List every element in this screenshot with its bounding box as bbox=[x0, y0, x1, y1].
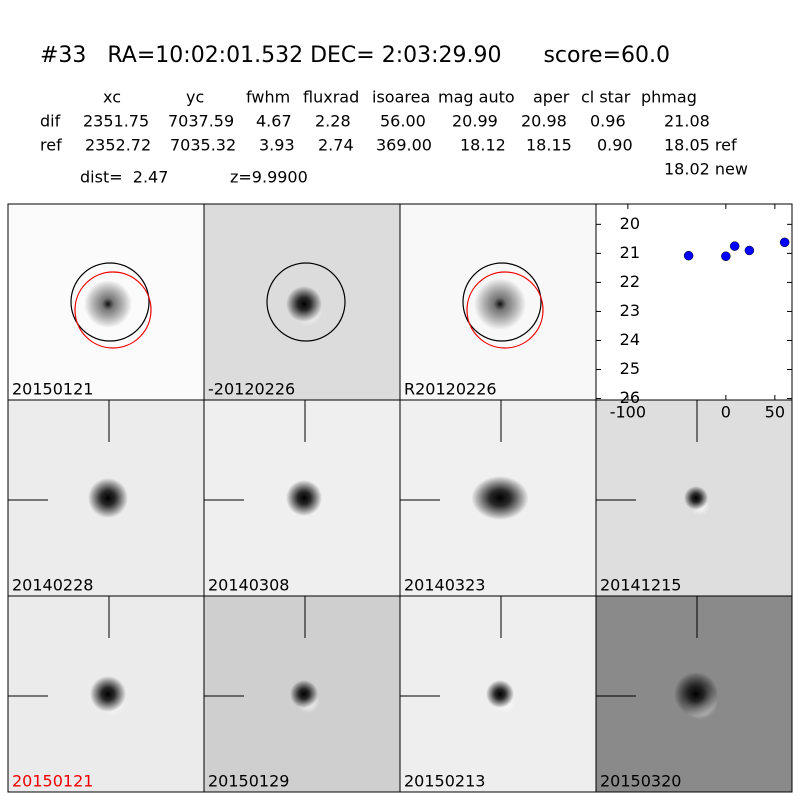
stamp-label: 20140323 bbox=[404, 576, 485, 595]
stamp-source bbox=[90, 676, 126, 712]
stamp-source bbox=[684, 486, 708, 510]
table-cell: 18.05 ref bbox=[664, 136, 737, 155]
stamp-label: 20150129 bbox=[208, 772, 289, 791]
point bbox=[721, 251, 731, 262]
stamp-source bbox=[286, 286, 322, 322]
stamp-label: -20120226 bbox=[208, 380, 295, 399]
phmag-new: 18.02 new bbox=[664, 160, 748, 179]
stamp-source bbox=[286, 480, 322, 516]
y-tick-label: 22 bbox=[620, 272, 640, 291]
column-header: fluxrad bbox=[303, 88, 359, 107]
table-cell: 21.08 bbox=[664, 112, 710, 131]
stamp-source bbox=[674, 672, 718, 716]
point bbox=[729, 241, 740, 251]
stamp-label: 20150213 bbox=[404, 772, 485, 791]
y-tick-label: 20 bbox=[620, 214, 640, 233]
table-cell: 369.00 bbox=[376, 136, 432, 155]
y-tick-label: 24 bbox=[620, 330, 640, 349]
table-cell: ref bbox=[40, 136, 62, 155]
aperture-ref bbox=[466, 271, 544, 349]
table-cell: 4.67 bbox=[256, 112, 292, 131]
z: z=9.9900 bbox=[230, 168, 308, 187]
point bbox=[744, 245, 755, 256]
aperture-ref bbox=[74, 271, 152, 349]
x-tick-label: 0 bbox=[721, 403, 731, 422]
table-cell: 20.98 bbox=[521, 112, 567, 131]
x-tick-label: 50 bbox=[765, 403, 785, 422]
stamp-source bbox=[474, 278, 526, 330]
y-tick-label: 25 bbox=[620, 359, 640, 378]
aperture bbox=[462, 262, 542, 342]
stamp-source bbox=[290, 680, 318, 708]
table-cell: 18.15 bbox=[526, 136, 572, 155]
table-cell: 7037.59 bbox=[168, 112, 234, 131]
table: xc yc fwhm fluxrad isoarea mag auto aper cl sta… bbox=[40, 88, 737, 155]
table-cell: 20.99 bbox=[452, 112, 498, 131]
table-cell: 2352.72 bbox=[85, 136, 151, 155]
aperture bbox=[266, 262, 346, 342]
column-header: isoarea bbox=[372, 88, 430, 107]
y-tick-label: 26 bbox=[620, 388, 640, 407]
table-cell: 56.00 bbox=[380, 112, 426, 131]
stamp-label: 20140228 bbox=[12, 576, 93, 595]
point bbox=[779, 237, 790, 248]
stamp-label: 20150320 bbox=[600, 772, 681, 791]
column-header: xc bbox=[103, 88, 121, 107]
stamp-label: 20141215 bbox=[600, 576, 681, 595]
table-cell: 2.74 bbox=[318, 136, 354, 155]
table-cell: 2.28 bbox=[315, 112, 351, 131]
dist: dist= 2.47 bbox=[80, 168, 168, 187]
plot-area bbox=[595, 203, 793, 401]
stamp-source bbox=[486, 680, 514, 708]
y-tick-label: 23 bbox=[620, 301, 640, 320]
column-header: phmag bbox=[641, 88, 697, 107]
table-cell: 0.96 bbox=[590, 112, 626, 131]
x-tick-label: -100 bbox=[610, 403, 646, 422]
table-cell: 2351.75 bbox=[83, 112, 149, 131]
table-cell: 3.93 bbox=[259, 136, 295, 155]
stamp-label: R20120226 bbox=[404, 380, 497, 399]
column-header: yc bbox=[186, 88, 204, 107]
panels: 20150121 -20120226 R20120226 20140228 201403… bbox=[7, 203, 793, 793]
stamp-source bbox=[84, 280, 132, 328]
table-cell: 7035.32 bbox=[170, 136, 236, 155]
column-header: aper bbox=[533, 88, 570, 107]
stamp-label: 20150121 bbox=[12, 380, 93, 399]
column-header: cl star bbox=[581, 88, 631, 107]
column-header: fwhm bbox=[246, 88, 290, 107]
table-cell: 18.12 bbox=[460, 136, 506, 155]
stamp-label: 20150121 bbox=[12, 772, 93, 791]
stamp-source bbox=[88, 478, 128, 518]
table-cell: dif bbox=[40, 112, 61, 131]
y-tick-label: 21 bbox=[620, 243, 640, 262]
point bbox=[683, 250, 694, 261]
aperture bbox=[70, 262, 150, 342]
table-cell: 0.90 bbox=[597, 136, 633, 155]
title: #33 RA=10:02:01.532 DEC= 2:03:29.90 scor… bbox=[40, 43, 670, 68]
stamp-source bbox=[471, 476, 529, 520]
stamp-label: 20140308 bbox=[208, 576, 289, 595]
column-header: mag auto bbox=[438, 88, 515, 107]
